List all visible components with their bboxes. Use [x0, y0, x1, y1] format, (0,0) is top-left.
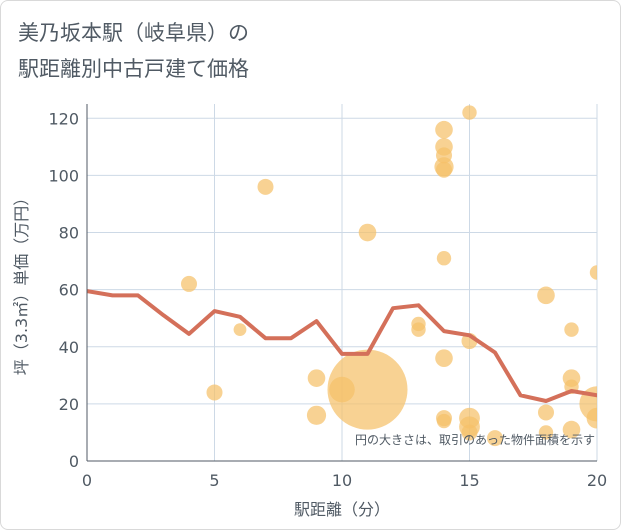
chart-title-line2: 駅距離別中古戸建て価格	[18, 57, 249, 81]
y-axis-title: 坪（3.3㎡）単価（万円）	[12, 190, 31, 375]
data-point	[327, 349, 408, 430]
chart-title-line1: 美乃坂本駅（岐阜県）の	[18, 21, 249, 45]
data-point	[538, 404, 554, 421]
chart-title: 美乃坂本駅（岐阜県）の 駅距離別中古戸建て価格	[18, 15, 249, 87]
data-point	[307, 369, 326, 387]
data-point	[436, 161, 452, 178]
data-point	[435, 120, 453, 139]
data-point	[462, 105, 477, 120]
y-tick-label: 0	[69, 452, 79, 471]
data-point	[435, 349, 453, 367]
bubbles-group	[87, 105, 597, 447]
data-point	[206, 384, 223, 401]
data-point	[306, 405, 327, 425]
x-tick-label: 0	[82, 471, 92, 490]
data-point	[358, 223, 377, 242]
data-point	[562, 420, 581, 439]
y-tick-label: 40	[59, 338, 79, 357]
data-point	[564, 322, 579, 337]
data-point	[589, 265, 597, 280]
data-point	[436, 251, 452, 266]
data-point	[436, 413, 452, 429]
average-line	[87, 289, 597, 403]
x-tick-label: 5	[209, 471, 219, 490]
x-tick-label: 15	[459, 471, 479, 490]
data-point	[257, 178, 274, 195]
y-tick-label: 100	[48, 166, 79, 185]
data-point	[487, 430, 503, 447]
y-tick-label: 60	[59, 281, 79, 300]
data-point	[586, 407, 597, 429]
data-point	[181, 275, 197, 292]
y-tick-label: 20	[59, 395, 79, 414]
x-tick-label: 20	[587, 471, 607, 490]
y-tick-label: 80	[59, 224, 79, 243]
data-point	[538, 425, 554, 440]
data-point	[537, 286, 555, 305]
y-tick-label: 120	[48, 109, 79, 128]
data-point	[461, 424, 478, 441]
chart-note: 円の大きさは、取引のあった物件面積を示す	[355, 432, 595, 447]
x-axis-title: 駅距離（分）	[294, 500, 390, 519]
data-point	[411, 316, 426, 332]
x-tick-label: 10	[332, 471, 352, 490]
data-point	[233, 323, 247, 337]
